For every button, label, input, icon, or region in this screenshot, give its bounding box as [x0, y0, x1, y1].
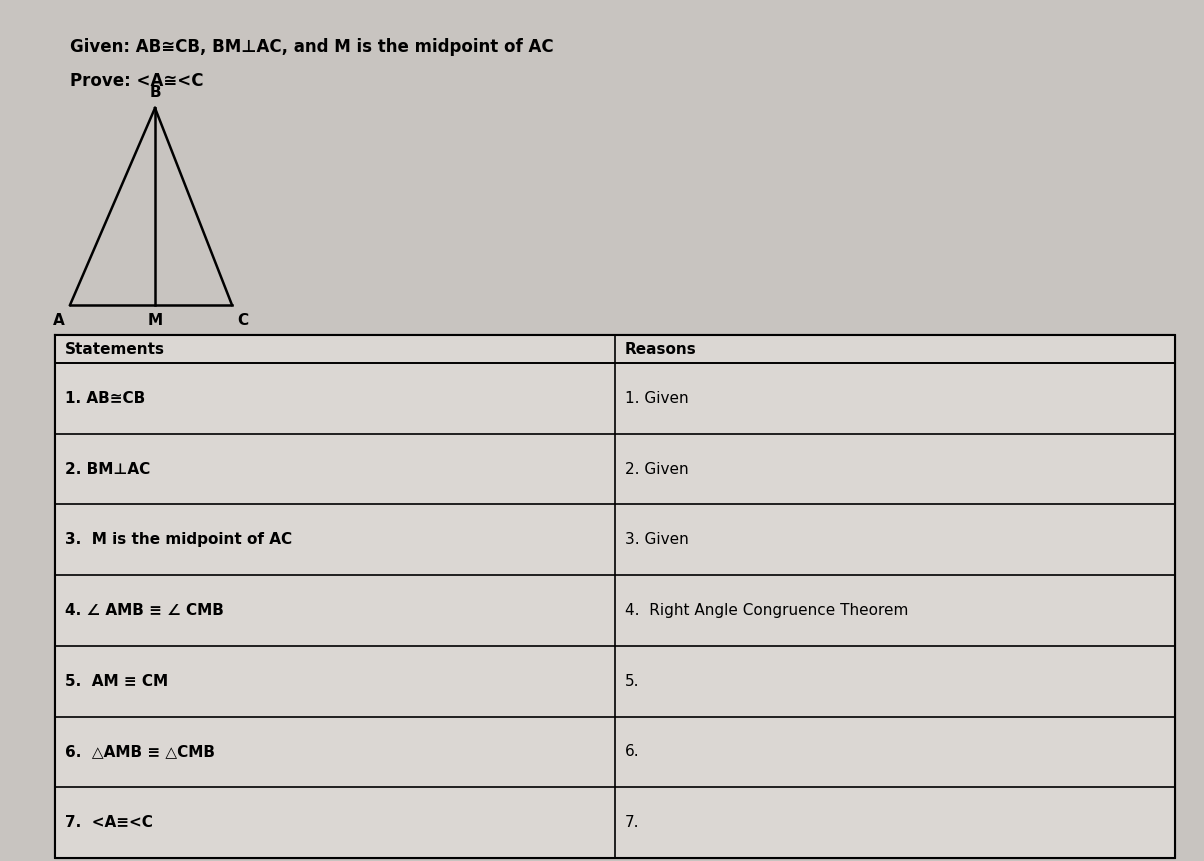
Text: 6.: 6.: [625, 745, 639, 759]
Text: 5.  AM ≡ CM: 5. AM ≡ CM: [65, 673, 169, 689]
Text: 4. ∠ AMB ≡ ∠ CMB: 4. ∠ AMB ≡ ∠ CMB: [65, 603, 224, 618]
Text: Given: AB≅CB, BM⊥AC, and M is the midpoint of AC: Given: AB≅CB, BM⊥AC, and M is the midpoi…: [70, 38, 554, 56]
Bar: [57, 576, 614, 646]
Text: M: M: [147, 313, 163, 328]
Bar: [55, 335, 1175, 363]
Text: Statements: Statements: [65, 342, 165, 356]
Text: 3. Given: 3. Given: [625, 532, 689, 548]
Text: B: B: [149, 85, 161, 100]
Text: 6.  △AMB ≡ △CMB: 6. △AMB ≡ △CMB: [65, 745, 216, 759]
Text: 1. AB≅CB: 1. AB≅CB: [65, 391, 146, 406]
Text: 7.  <A≡<C: 7. <A≡<C: [65, 815, 153, 830]
Bar: [55, 335, 1175, 858]
Text: 5.: 5.: [625, 673, 639, 689]
Text: Reasons: Reasons: [625, 342, 697, 356]
Text: 4.  Right Angle Congruence Theorem: 4. Right Angle Congruence Theorem: [625, 603, 908, 618]
Text: Prove: <A≅<C: Prove: <A≅<C: [70, 72, 203, 90]
Bar: [615, 717, 1174, 787]
Bar: [57, 505, 614, 575]
Text: C: C: [237, 313, 248, 328]
Text: 2. BM⊥AC: 2. BM⊥AC: [65, 461, 150, 477]
Bar: [615, 434, 1174, 505]
Bar: [57, 434, 614, 505]
Bar: [615, 647, 1174, 716]
Text: 7.: 7.: [625, 815, 639, 830]
Bar: [615, 788, 1174, 858]
Text: A: A: [53, 313, 65, 328]
Bar: [615, 505, 1174, 575]
Text: 2. Given: 2. Given: [625, 461, 689, 477]
Bar: [57, 647, 614, 716]
Bar: [615, 363, 1174, 434]
Bar: [57, 363, 614, 434]
Bar: [57, 717, 614, 787]
Text: 3.  M is the midpoint of AC: 3. M is the midpoint of AC: [65, 532, 293, 548]
Bar: [57, 788, 614, 858]
Bar: [615, 576, 1174, 646]
Text: 1. Given: 1. Given: [625, 391, 689, 406]
